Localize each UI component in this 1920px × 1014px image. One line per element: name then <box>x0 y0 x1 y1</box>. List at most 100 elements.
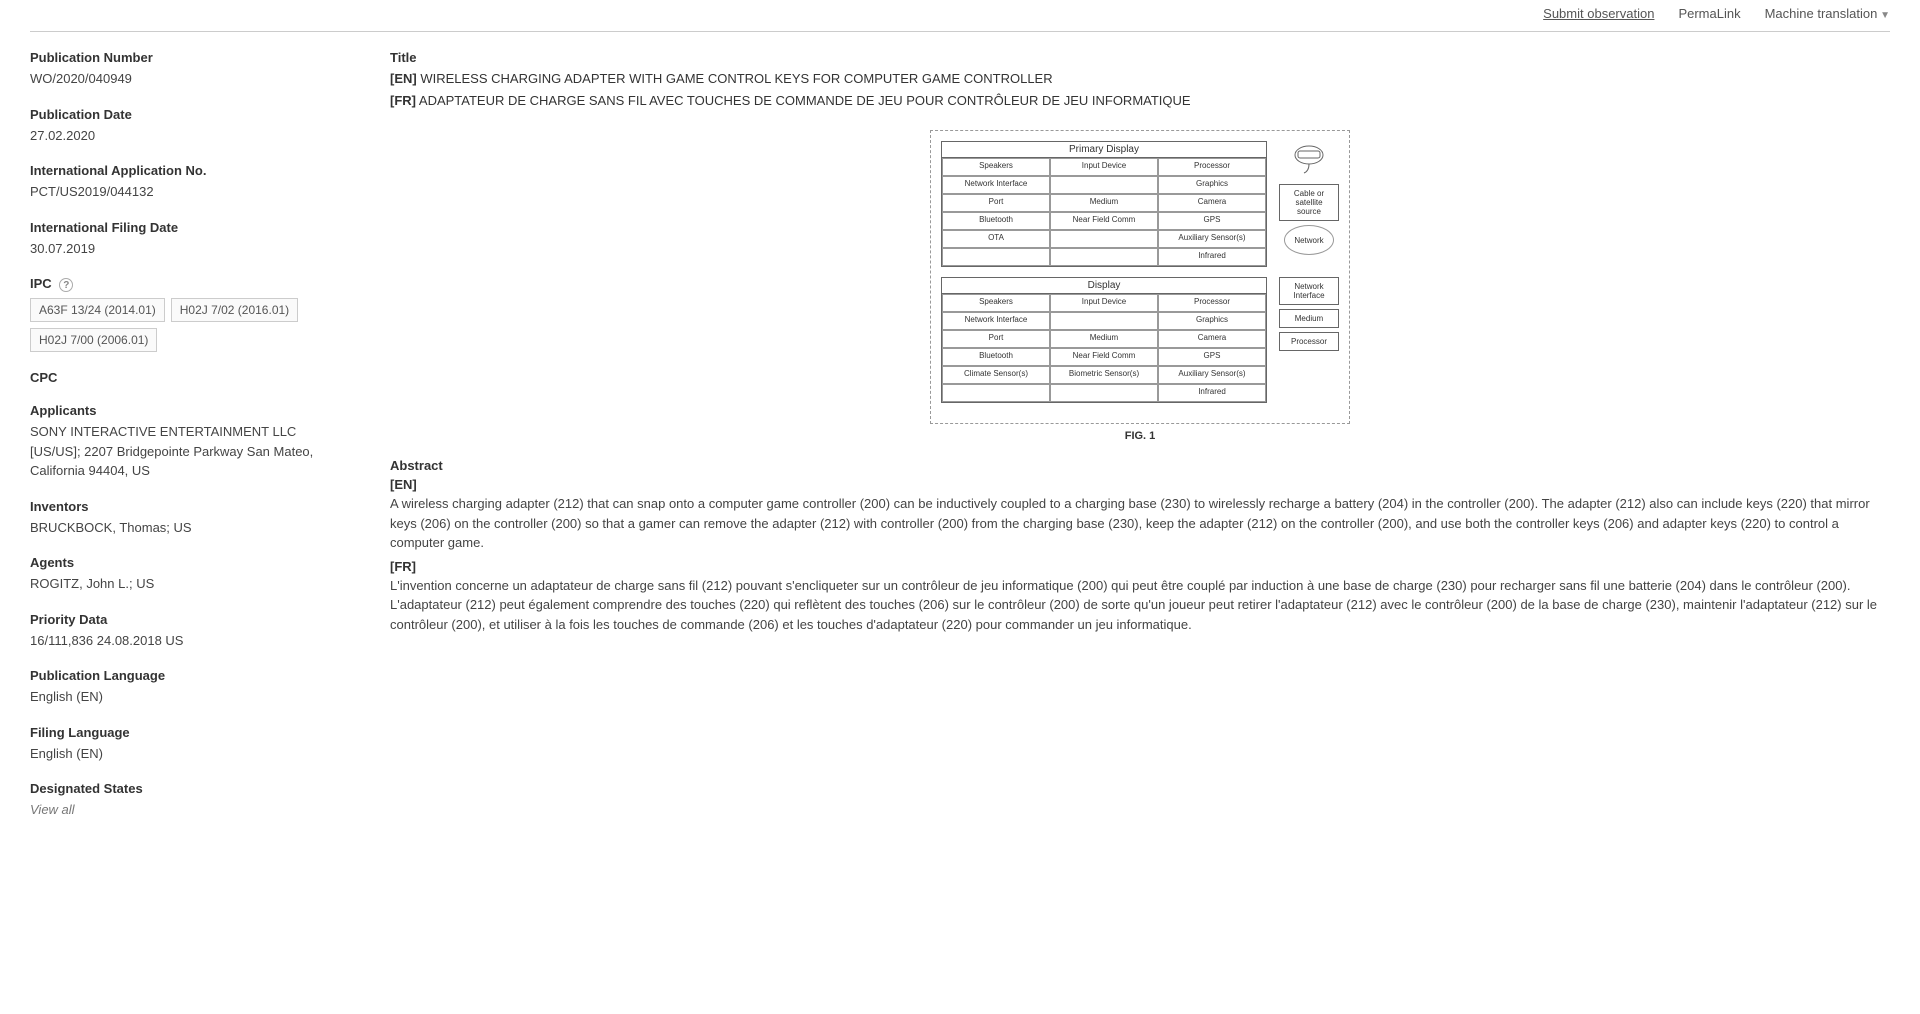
diagram-cell: Camera <box>1158 194 1266 212</box>
figure-row-top: Primary Display SpeakersInput DeviceProc… <box>941 141 1339 267</box>
diagram-cell: Near Field Comm <box>1050 212 1158 230</box>
diagram-cell: GPS <box>1158 212 1266 230</box>
figure-container: Primary Display SpeakersInput DeviceProc… <box>930 130 1350 442</box>
diagram-cell: Speakers <box>942 294 1050 312</box>
main-content: Title [EN] WIRELESS CHARGING ADAPTER WIT… <box>390 50 1890 838</box>
figure-side-top: Cable or satellite source Network <box>1279 141 1339 259</box>
intl-filing-date-label: International Filing Date <box>30 220 350 235</box>
machine-translation-dropdown[interactable]: Machine translation <box>1765 6 1890 21</box>
diagram-cell: Network Interface <box>942 176 1050 194</box>
diagram-cell: Processor <box>1158 158 1266 176</box>
diagram-cell <box>1050 230 1158 248</box>
figure-box: Primary Display SpeakersInput DeviceProc… <box>930 130 1350 424</box>
designated-states-field: Designated States View all <box>30 781 350 820</box>
title-en: [EN] WIRELESS CHARGING ADAPTER WITH GAME… <box>390 69 1890 89</box>
diagram-cell: Network Interface <box>942 312 1050 330</box>
ipc-tag[interactable]: H02J 7/02 (2016.01) <box>171 298 298 322</box>
intl-app-no-value: PCT/US2019/044132 <box>30 182 350 202</box>
diagram-cell <box>1050 248 1158 266</box>
cpc-label: CPC <box>30 370 350 385</box>
diagram-cell: Infrared <box>1158 248 1266 266</box>
filing-lang-value: English (EN) <box>30 744 350 764</box>
pub-lang-label: Publication Language <box>30 668 350 683</box>
view-all-link[interactable]: View all <box>30 800 350 820</box>
permalink-link[interactable]: PermaLink <box>1678 6 1740 21</box>
ipc-tag-list: A63F 13/24 (2014.01) H02J 7/02 (2016.01)… <box>30 298 350 352</box>
content-area: Publication Number WO/2020/040949 Public… <box>30 32 1890 838</box>
pub-date-value: 27.02.2020 <box>30 126 350 146</box>
abstract-fr-prefix: [FR] <box>390 559 1890 574</box>
diagram-cell: Graphics <box>1158 312 1266 330</box>
diagram-cell <box>1050 176 1158 194</box>
diagram-header-primary: Primary Display <box>942 142 1266 158</box>
title-en-text: WIRELESS CHARGING ADAPTER WITH GAME CONT… <box>420 71 1052 86</box>
ipc-tag[interactable]: H02J 7/00 (2006.01) <box>30 328 157 352</box>
diagram-cell: Bluetooth <box>942 212 1050 230</box>
intl-app-no-label: International Application No. <box>30 163 350 178</box>
diagram-cell: Auxiliary Sensor(s) <box>1158 230 1266 248</box>
applicants-label: Applicants <box>30 403 350 418</box>
figure-area: Primary Display SpeakersInput DeviceProc… <box>390 130 1890 442</box>
metadata-sidebar: Publication Number WO/2020/040949 Public… <box>30 50 350 838</box>
diagram-cell <box>942 248 1050 266</box>
diagram-block-secondary: Display SpeakersInput DeviceProcessorNet… <box>941 277 1267 403</box>
filing-lang-label: Filing Language <box>30 725 350 740</box>
abstract-label: Abstract <box>390 458 1890 473</box>
diagram-cell: Infrared <box>1158 384 1266 402</box>
diagram-cell: Input Device <box>1050 294 1158 312</box>
diagram-cell: Camera <box>1158 330 1266 348</box>
pub-number-label: Publication Number <box>30 50 350 65</box>
inventors-field: Inventors BRUCKBOCK, Thomas; US <box>30 499 350 538</box>
diagram-cell <box>1050 312 1158 330</box>
diagram-cell: Port <box>942 194 1050 212</box>
help-icon[interactable]: ? <box>59 278 73 292</box>
abstract-en-prefix: [EN] <box>390 477 1890 492</box>
diagram-cell: Bluetooth <box>942 348 1050 366</box>
diagram-cell: Processor <box>1158 294 1266 312</box>
priority-label: Priority Data <box>30 612 350 627</box>
title-fr-text: ADAPTATEUR DE CHARGE SANS FIL AVEC TOUCH… <box>419 93 1191 108</box>
diagram-cell: Port <box>942 330 1050 348</box>
ipc-label: IPC ? <box>30 276 350 292</box>
diagram-cell: Climate Sensor(s) <box>942 366 1050 384</box>
diagram-cell: GPS <box>1158 348 1266 366</box>
headset-icon <box>1279 141 1339 184</box>
agents-label: Agents <box>30 555 350 570</box>
pub-lang-value: English (EN) <box>30 687 350 707</box>
ipc-tag[interactable]: A63F 13/24 (2014.01) <box>30 298 165 322</box>
medium-box: Medium <box>1279 309 1339 328</box>
diagram-cell: Auxiliary Sensor(s) <box>1158 366 1266 384</box>
designated-states-label: Designated States <box>30 781 350 796</box>
submit-observation-link[interactable]: Submit observation <box>1543 6 1654 21</box>
diagram-cell: Medium <box>1050 330 1158 348</box>
diagram-cell: Speakers <box>942 158 1050 176</box>
ipc-label-text: IPC <box>30 276 52 291</box>
intl-filing-date-field: International Filing Date 30.07.2019 <box>30 220 350 259</box>
pub-date-field: Publication Date 27.02.2020 <box>30 107 350 146</box>
diagram-grid-primary: SpeakersInput DeviceProcessor Network Int… <box>942 158 1266 266</box>
applicants-field: Applicants SONY INTERACTIVE ENTERTAINMEN… <box>30 403 350 481</box>
network-cloud: Network <box>1284 225 1334 255</box>
diagram-cell: Biometric Sensor(s) <box>1050 366 1158 384</box>
pub-number-value: WO/2020/040949 <box>30 69 350 89</box>
inventors-value: BRUCKBOCK, Thomas; US <box>30 518 350 538</box>
diagram-cell: Near Field Comm <box>1050 348 1158 366</box>
cpc-field: CPC <box>30 370 350 385</box>
diagram-cell: Input Device <box>1050 158 1158 176</box>
diagram-cell <box>1050 384 1158 402</box>
applicants-value: SONY INTERACTIVE ENTERTAINMENT LLC [US/U… <box>30 422 350 481</box>
netif-box: Network Interface <box>1279 277 1339 305</box>
priority-field: Priority Data 16/111,836 24.08.2018 US <box>30 612 350 651</box>
figure-caption: FIG. 1 <box>930 430 1350 442</box>
priority-value: 16/111,836 24.08.2018 US <box>30 631 350 651</box>
diagram-cell <box>942 384 1050 402</box>
lang-prefix-en: [EN] <box>390 71 417 86</box>
abstract-fr-text: L'invention concerne un adaptateur de ch… <box>390 576 1890 635</box>
inventors-label: Inventors <box>30 499 350 514</box>
intl-filing-date-value: 30.07.2019 <box>30 239 350 259</box>
figure-row-bottom: Display SpeakersInput DeviceProcessorNet… <box>941 277 1339 403</box>
pub-number-field: Publication Number WO/2020/040949 <box>30 50 350 89</box>
title-section: Title [EN] WIRELESS CHARGING ADAPTER WIT… <box>390 50 1890 110</box>
intl-app-no-field: International Application No. PCT/US2019… <box>30 163 350 202</box>
diagram-block-primary: Primary Display SpeakersInput DeviceProc… <box>941 141 1267 267</box>
